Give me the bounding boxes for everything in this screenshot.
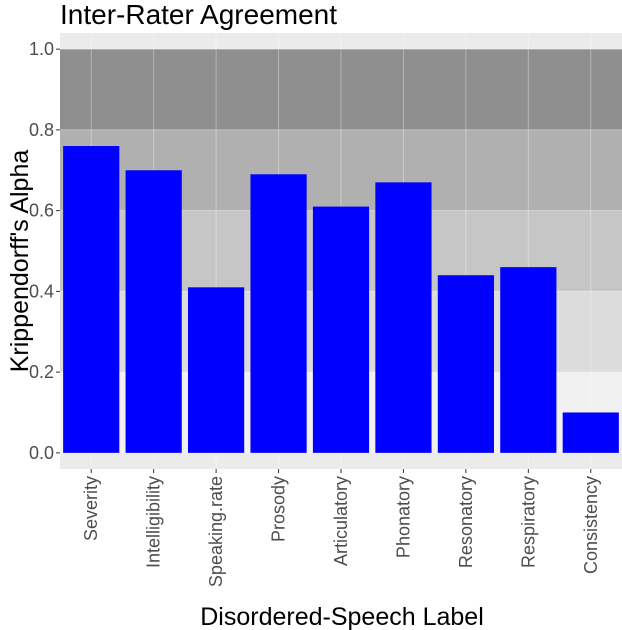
bar-severity (63, 146, 120, 453)
bar-speaking-rate (188, 287, 245, 453)
y-tick-label: 0.4 (29, 281, 54, 301)
bar-prosody (250, 174, 307, 453)
x-axis-ticks: Severity Intelligibility Speaking.rate Pros… (81, 469, 601, 587)
y-tick-label: 0.8 (29, 120, 54, 140)
bar-articulatory (312, 206, 370, 453)
x-tick-label: Respiratory (518, 476, 538, 568)
band-4 (60, 49, 622, 130)
y-axis-title: Krippendorff's Alpha (6, 150, 34, 373)
y-tick-label: 1.0 (29, 39, 54, 59)
x-tick-label: Prosody (269, 476, 289, 542)
x-tick-label: Phonatory (393, 476, 413, 558)
bars (63, 146, 619, 453)
x-tick-label: Intelligibility (144, 476, 164, 568)
bar-consistency (562, 412, 619, 453)
bar-respiratory (500, 267, 557, 453)
bar-phonatory (375, 182, 432, 453)
bar-intelligibility (125, 170, 182, 453)
x-tick-label: Resonatory (456, 476, 476, 568)
y-tick-label: 0.0 (29, 443, 54, 463)
bar-resonatory (437, 275, 494, 453)
x-axis-title: Disordered-Speech Label (200, 603, 484, 630)
x-tick-label: Articulatory (331, 476, 351, 566)
chart-title: Inter-Rater Agreement (60, 0, 337, 30)
x-tick-label: Speaking.rate (206, 476, 226, 587)
y-tick-label: 0.6 (29, 201, 54, 221)
x-tick-label: Consistency (581, 476, 601, 574)
y-tick-label: 0.2 (29, 362, 54, 382)
y-axis-ticks: 0.0 0.2 0.4 0.6 0.8 1.0 (29, 39, 60, 463)
x-tick-label: Severity (81, 476, 101, 541)
